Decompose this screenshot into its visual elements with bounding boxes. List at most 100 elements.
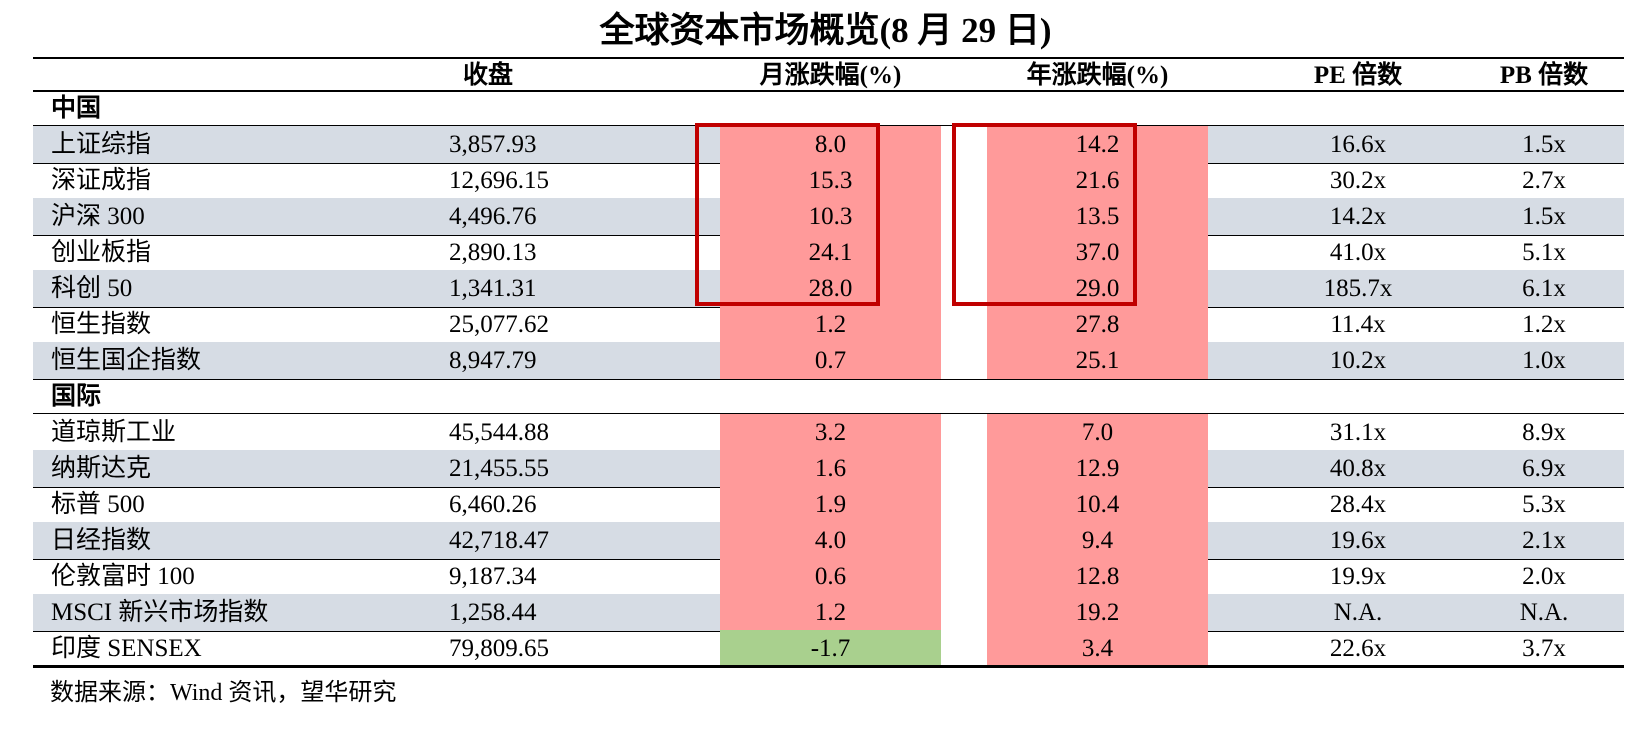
table-row: 伦敦富时 100 9,187.34 0.6 12.8 19.9x 2.0x bbox=[33, 558, 1624, 596]
table-row: 深证成指 12,696.15 15.3 21.6 30.2x 2.7x bbox=[33, 162, 1624, 200]
year-change-value: 3.4 bbox=[987, 630, 1208, 668]
column-gap bbox=[941, 486, 987, 523]
year-change-value: 13.5 bbox=[987, 198, 1208, 236]
close-value: 1,341.31 bbox=[449, 270, 537, 308]
close-value: 6,460.26 bbox=[449, 486, 537, 524]
index-name: 恒生国企指数 bbox=[51, 342, 201, 380]
month-change-value: 1.2 bbox=[720, 594, 941, 632]
year-change-value: 12.8 bbox=[987, 558, 1208, 596]
pe-value: 19.9x bbox=[1278, 558, 1438, 596]
table-bottom-rule bbox=[33, 665, 1624, 667]
index-name: 深证成指 bbox=[51, 162, 151, 200]
index-name: 伦敦富时 100 bbox=[51, 558, 195, 596]
close-value: 9,187.34 bbox=[449, 558, 537, 596]
pb-value: 8.9x bbox=[1474, 414, 1614, 452]
year-change-value: 25.1 bbox=[987, 342, 1208, 380]
close-value: 45,544.88 bbox=[449, 414, 549, 452]
year-change-value: 10.4 bbox=[987, 486, 1208, 524]
year-change-value: 27.8 bbox=[987, 306, 1208, 344]
index-name: 纳斯达克 bbox=[51, 450, 151, 488]
close-value: 12,696.15 bbox=[449, 162, 549, 200]
year-change-value: 7.0 bbox=[987, 414, 1208, 452]
column-gap bbox=[941, 198, 987, 235]
pe-value: 11.4x bbox=[1278, 306, 1438, 344]
close-value: 8,947.79 bbox=[449, 342, 537, 380]
column-gap bbox=[941, 126, 987, 163]
table-row: 纳斯达克 21,455.55 1.6 12.9 40.8x 6.9x bbox=[33, 450, 1624, 488]
row-rule bbox=[33, 667, 1624, 668]
column-gap bbox=[941, 594, 987, 631]
index-name: 恒生指数 bbox=[51, 306, 151, 344]
index-name: 创业板指 bbox=[51, 234, 151, 272]
month-change-value: 10.3 bbox=[720, 198, 941, 236]
index-name: 标普 500 bbox=[51, 486, 145, 524]
pe-value: 28.4x bbox=[1278, 486, 1438, 524]
table-row: 创业板指 2,890.13 24.1 37.0 41.0x 5.1x bbox=[33, 234, 1624, 272]
month-change-value: 1.6 bbox=[720, 450, 941, 488]
month-change-value: 28.0 bbox=[720, 270, 941, 308]
year-change-value: 29.0 bbox=[987, 270, 1208, 308]
pb-value: 1.0x bbox=[1474, 342, 1614, 380]
table-row: 恒生国企指数 8,947.79 0.7 25.1 10.2x 1.0x bbox=[33, 342, 1624, 380]
column-gap bbox=[941, 270, 987, 307]
pb-value: 3.7x bbox=[1474, 630, 1614, 668]
close-value: 42,718.47 bbox=[449, 522, 549, 560]
column-gap bbox=[941, 414, 987, 451]
page-title: 全球资本市场概览(8 月 29 日) bbox=[0, 6, 1651, 56]
year-change-value: 14.2 bbox=[987, 126, 1208, 164]
column-gap bbox=[941, 558, 987, 595]
pe-value: 14.2x bbox=[1278, 198, 1438, 236]
pe-value: 41.0x bbox=[1278, 234, 1438, 272]
pb-value: 1.5x bbox=[1474, 198, 1614, 236]
section-rule bbox=[33, 413, 1624, 414]
pe-value: 185.7x bbox=[1278, 270, 1438, 308]
month-change-value: 15.3 bbox=[720, 162, 941, 200]
table-row: 恒生指数 25,077.62 1.2 27.8 11.4x 1.2x bbox=[33, 306, 1624, 344]
column-gap bbox=[941, 306, 987, 343]
table-row: 上证综指 3,857.93 8.0 14.2 16.6x 1.5x bbox=[33, 126, 1624, 164]
pb-value: 6.1x bbox=[1474, 270, 1614, 308]
section-label-intl: 国际 bbox=[51, 378, 101, 416]
pe-value: 30.2x bbox=[1278, 162, 1438, 200]
pe-value: 40.8x bbox=[1278, 450, 1438, 488]
pe-value: 19.6x bbox=[1278, 522, 1438, 560]
index-name: 上证综指 bbox=[51, 126, 151, 164]
index-name: 沪深 300 bbox=[51, 198, 145, 236]
column-gap bbox=[941, 630, 987, 667]
month-change-value: 0.7 bbox=[720, 342, 941, 380]
pb-value: 5.1x bbox=[1474, 234, 1614, 272]
pb-value: 6.9x bbox=[1474, 450, 1614, 488]
section-intl: 国际 bbox=[33, 378, 1624, 416]
column-gap bbox=[941, 342, 987, 379]
year-change-value: 9.4 bbox=[987, 522, 1208, 560]
close-value: 25,077.62 bbox=[449, 306, 549, 344]
column-gap bbox=[941, 162, 987, 199]
table-row: MSCI 新兴市场指数 1,258.44 1.2 19.2 N.A. N.A. bbox=[33, 594, 1624, 632]
column-gap bbox=[941, 234, 987, 271]
column-gap bbox=[941, 522, 987, 559]
pb-value: 1.2x bbox=[1474, 306, 1614, 344]
pe-value: 16.6x bbox=[1278, 126, 1438, 164]
month-change-value: -1.7 bbox=[720, 630, 941, 668]
close-value: 21,455.55 bbox=[449, 450, 549, 488]
pe-value: 31.1x bbox=[1278, 414, 1438, 452]
close-value: 2,890.13 bbox=[449, 234, 537, 272]
section-china: 中国 bbox=[33, 90, 1624, 128]
pe-value: 10.2x bbox=[1278, 342, 1438, 380]
close-value: 4,496.76 bbox=[449, 198, 537, 236]
year-change-value: 19.2 bbox=[987, 594, 1208, 632]
table-row: 印度 SENSEX 79,809.65 -1.7 3.4 22.6x 3.7x bbox=[33, 630, 1624, 668]
close-value: 1,258.44 bbox=[449, 594, 537, 632]
section-label-china: 中国 bbox=[51, 90, 101, 128]
section-rule bbox=[33, 125, 1624, 126]
year-change-value: 21.6 bbox=[987, 162, 1208, 200]
month-change-value: 1.9 bbox=[720, 486, 941, 524]
table-row: 科创 50 1,341.31 28.0 29.0 185.7x 6.1x bbox=[33, 270, 1624, 308]
index-name: 印度 SENSEX bbox=[51, 630, 202, 668]
pb-value: 5.3x bbox=[1474, 486, 1614, 524]
close-value: 79,809.65 bbox=[449, 630, 549, 668]
month-change-value: 1.2 bbox=[720, 306, 941, 344]
pe-value: 22.6x bbox=[1278, 630, 1438, 668]
pb-value: 2.1x bbox=[1474, 522, 1614, 560]
table-row: 标普 500 6,460.26 1.9 10.4 28.4x 5.3x bbox=[33, 486, 1624, 524]
